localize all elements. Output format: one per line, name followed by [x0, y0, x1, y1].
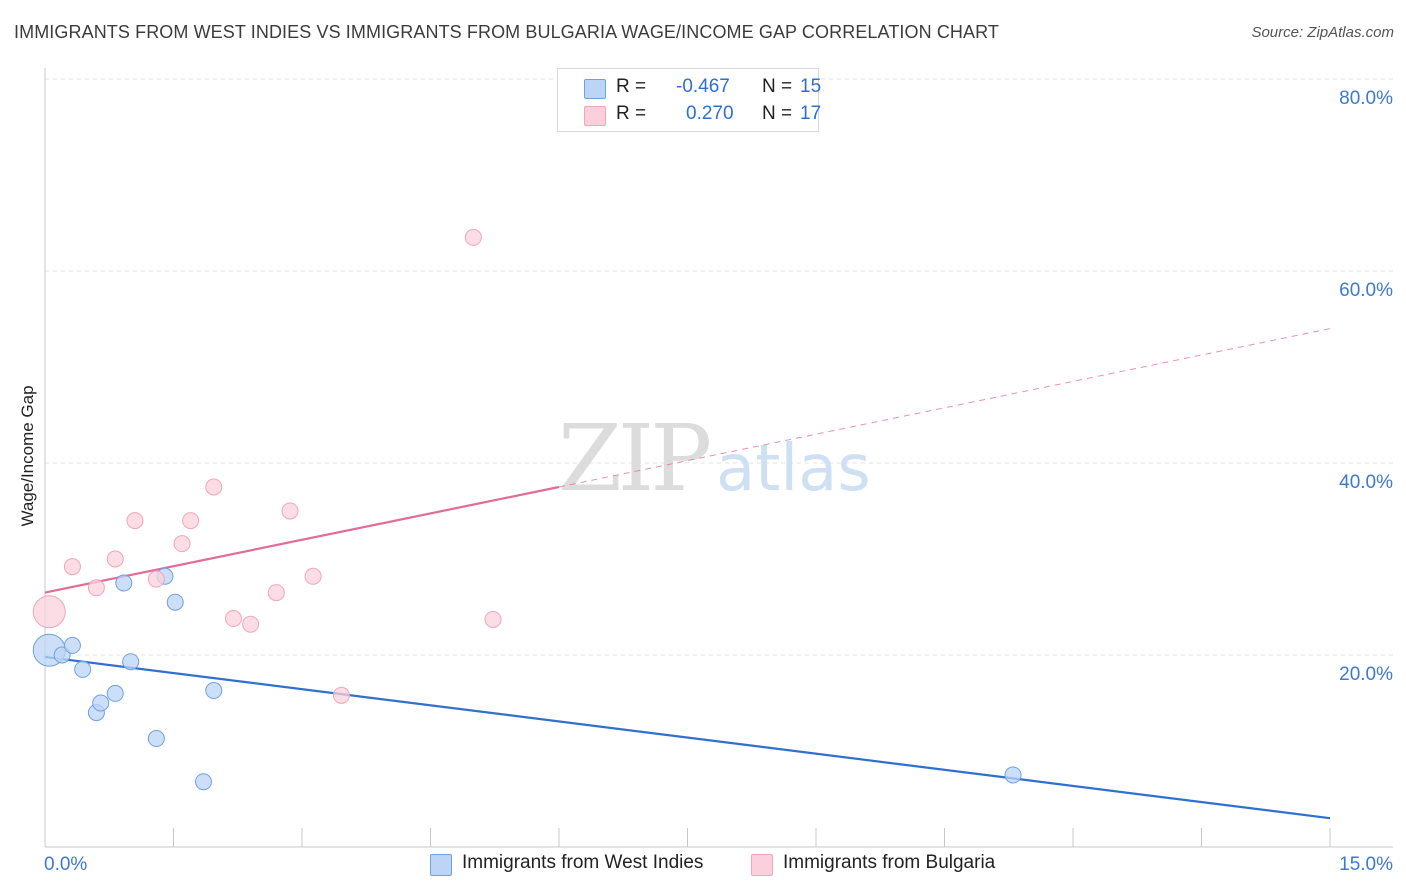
legend-n-value-bulgaria: 17	[800, 103, 822, 124]
source-credit: Source: ZipAtlas.com	[1251, 24, 1394, 41]
legend-r-label: R =	[616, 76, 647, 97]
bulgaria-point	[332, 686, 350, 704]
west-indies-point	[1004, 766, 1022, 784]
west-indies-point	[92, 694, 110, 712]
legend-n-label: N =	[762, 103, 793, 124]
chart-title: IMMIGRANTS FROM WEST INDIES VS IMMIGRANT…	[14, 22, 999, 42]
trend-line-0	[44, 655, 1331, 820]
west-indies-point	[205, 682, 223, 700]
x-tick-label-max: 15.0%	[1339, 854, 1393, 875]
axes-layer	[44, 68, 1393, 848]
bulgaria-point	[63, 558, 81, 576]
points-layer	[32, 228, 1022, 791]
series-swatch-bulgaria	[751, 854, 773, 876]
watermark-atlas: atlas	[716, 432, 871, 506]
bulgaria-point	[126, 512, 144, 530]
bulgaria-point	[267, 584, 285, 602]
legend-r-label: R =	[616, 103, 647, 124]
west-indies-point	[74, 660, 92, 678]
series-label-bulgaria: Immigrants from Bulgaria	[783, 852, 996, 873]
bulgaria-point	[281, 502, 299, 520]
y-tick-label: 40.0%	[1339, 472, 1393, 493]
bulgaria-point	[147, 570, 165, 588]
trend-line-1	[44, 485, 560, 594]
bulgaria-point	[242, 615, 260, 633]
bulgaria-point	[484, 610, 502, 628]
y-tick-label: 80.0%	[1339, 88, 1393, 109]
bulgaria-point	[304, 567, 322, 585]
watermark-zip: ZIP	[558, 405, 709, 512]
trend-layer	[44, 328, 1331, 820]
bulgaria-point	[182, 512, 200, 530]
y-tick-label: 60.0%	[1339, 280, 1393, 301]
west-indies-point	[147, 730, 165, 748]
west-indies-point	[122, 653, 140, 671]
west-indies-point	[166, 593, 184, 611]
correlation-legend: R = -0.467 N = 15 R = 0.270 N = 17	[557, 68, 822, 132]
legend-r-value-west-indies: -0.467	[676, 76, 730, 97]
legend-swatch-bulgaria	[584, 106, 606, 126]
west-indies-point	[194, 773, 212, 791]
bulgaria-point	[224, 610, 242, 628]
grid-layer	[45, 78, 1393, 656]
bulgaria-point	[205, 478, 223, 496]
bulgaria-point	[32, 595, 66, 629]
bulgaria-point	[87, 579, 105, 597]
x-tick-label-min: 0.0%	[44, 854, 87, 875]
west-indies-point	[106, 684, 124, 702]
legend-n-label: N =	[762, 76, 793, 97]
west-indies-point	[63, 636, 81, 654]
legend-swatch-west-indies	[584, 79, 606, 99]
y-tick-label: 20.0%	[1339, 664, 1393, 685]
series-swatch-west-indies	[430, 854, 452, 876]
tick-label-layer: 20.0% 40.0% 60.0% 80.0% 0.0% 15.0%	[44, 88, 1393, 875]
bulgaria-point	[464, 228, 482, 246]
legend-r-value-bulgaria: 0.270	[686, 103, 734, 124]
west-indies-point	[115, 574, 133, 592]
bulgaria-point	[173, 535, 191, 553]
legend-n-value-west-indies: 15	[800, 76, 822, 97]
bulgaria-point	[106, 550, 124, 568]
series-label-west-indies: Immigrants from West Indies	[462, 852, 704, 873]
